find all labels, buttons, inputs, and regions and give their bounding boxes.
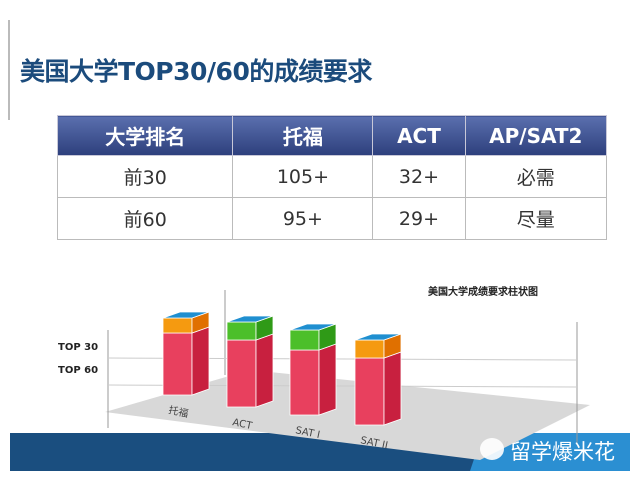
chart-title: 美国大学成绩要求柱状图 [428,285,538,298]
x-label: 托福 [167,403,189,420]
cell: 前60 [56,197,234,240]
bar-base-side [318,343,337,416]
wechat-icon [480,438,504,460]
bar-base-side [383,351,402,426]
y-label-top30: TOP 30 [58,342,98,353]
watermark: 留学爆米花 [510,440,615,464]
page-title: 美国大学TOP30/60的成绩要求 [20,57,372,86]
bar-cap [354,333,402,341]
bar-base-front [289,349,320,416]
requirements-table: 大学排名 托福 ACT AP/SAT2 前30 105+ 32+ 必需 前60 … [56,115,608,240]
cell: 必需 [464,155,608,198]
header-act: ACT [372,115,466,156]
y-label-top60: TOP 60 [58,365,98,376]
bar-cap [289,323,337,331]
bar-base-side [191,326,210,396]
cell: 尽量 [464,197,608,240]
cell: 前30 [56,155,234,198]
bar-base-front [226,339,257,408]
bar-base-front [354,357,385,426]
cell: 32+ [372,155,466,198]
bar-top-front [289,329,320,351]
header-ap-sat2: AP/SAT2 [464,115,608,156]
cell: 29+ [372,197,466,240]
bar-top-front [226,321,257,341]
table-row: 前60 95+ 29+ 尽量 [56,197,608,240]
bar-base-front [162,332,193,396]
bar-cap [162,311,210,319]
cell: 95+ [232,197,374,240]
bar-top-front [162,317,193,334]
x-label: SAT I [294,425,321,441]
table-row: 前30 105+ 32+ 必需 [56,155,608,198]
bar-cap [226,315,274,323]
table-header: 大学排名 托福 ACT AP/SAT2 [56,115,608,156]
bar-top-front [354,339,385,359]
header-rank: 大学排名 [56,115,234,156]
x-label: ACT [231,417,253,432]
chart-floor [105,370,590,460]
decorative-line [8,20,10,120]
bar-base-side [255,333,274,408]
cell: 105+ [232,155,374,198]
